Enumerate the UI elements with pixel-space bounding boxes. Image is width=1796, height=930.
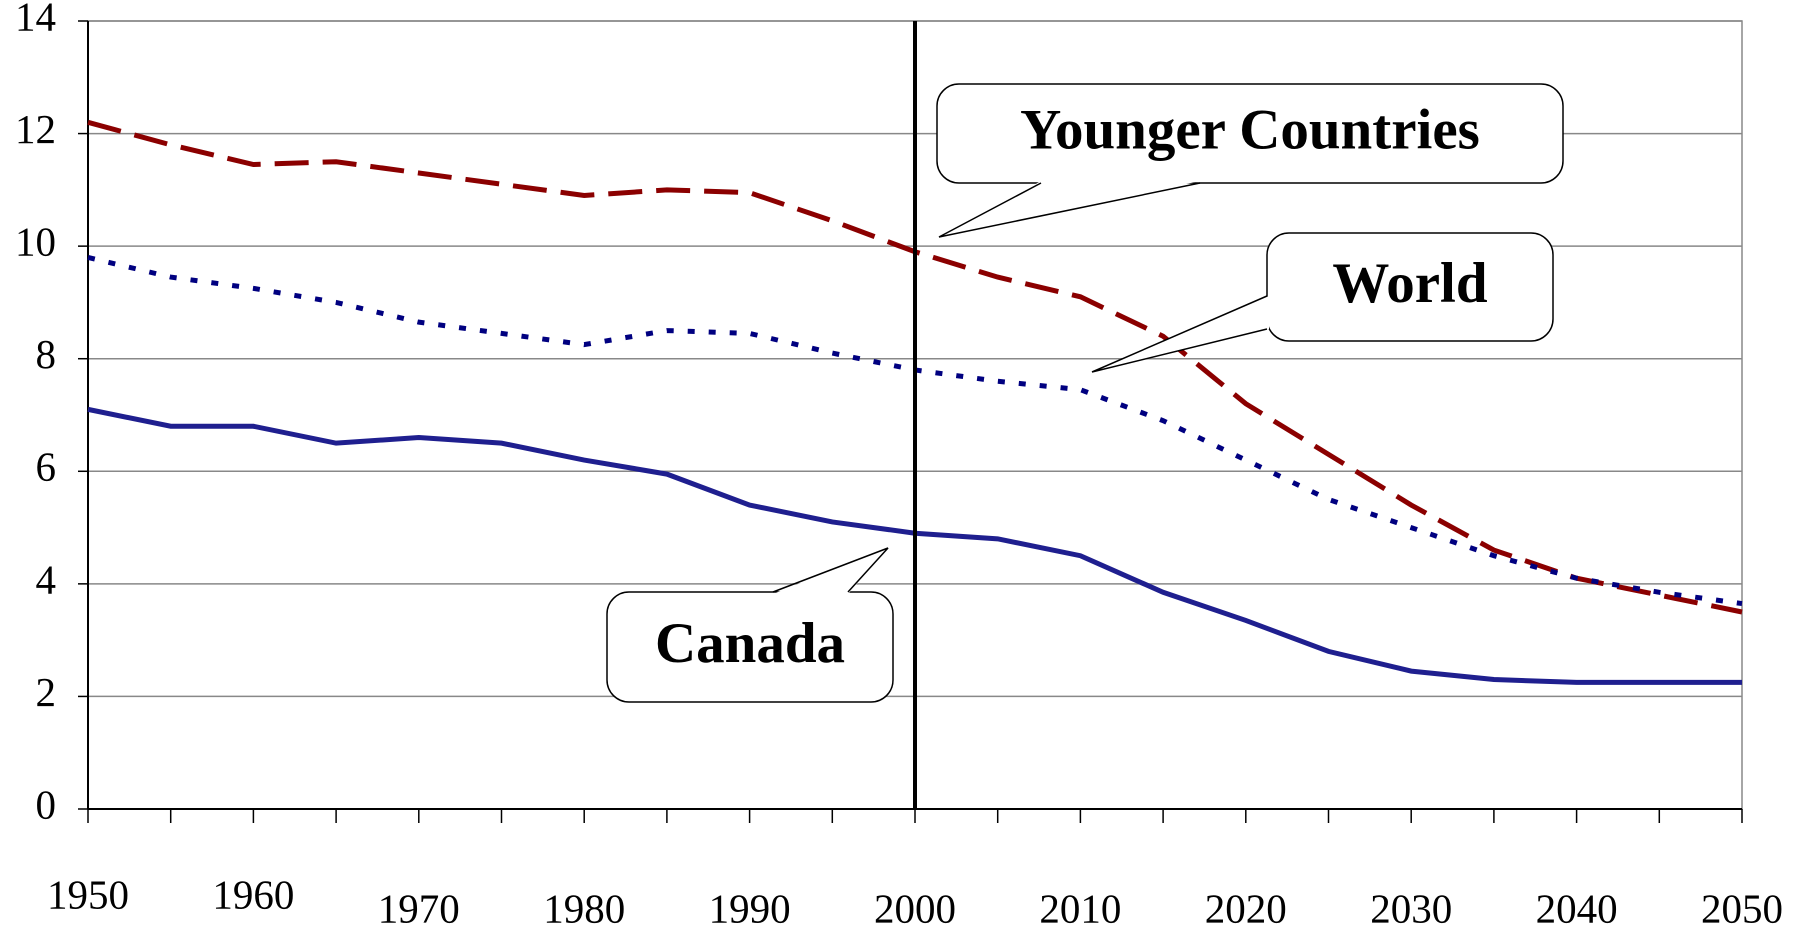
callout-box (1266, 232, 1554, 342)
callout-pointer (772, 547, 889, 593)
x-tick-label: 2020 (1205, 885, 1287, 930)
callout-box (936, 83, 1564, 184)
x-tick-label: 1960 (212, 871, 294, 917)
y-tick-label: 12 (15, 106, 56, 152)
x-tick-label: 1980 (543, 885, 625, 930)
x-tick-label: 1970 (378, 885, 460, 930)
y-tick-label: 8 (36, 331, 57, 377)
x-tick-label: 2030 (1370, 885, 1452, 930)
y-tick-label: 4 (36, 556, 57, 602)
callout-label: World (1332, 252, 1487, 315)
y-tick-label: 14 (15, 0, 56, 39)
callout-label: Canada (655, 612, 845, 675)
callout-label: Younger Countries (1020, 99, 1480, 162)
y-tick-label: 2 (36, 669, 57, 715)
x-tick-label: 1950 (47, 871, 129, 917)
x-tick-label: 2050 (1701, 885, 1783, 930)
x-tick-label: 2010 (1039, 885, 1121, 930)
callout-box (606, 591, 894, 703)
y-tick-label: 6 (36, 444, 57, 490)
callout-pointer (938, 182, 1201, 238)
callout-pointer (1091, 295, 1268, 373)
x-tick-label: 2040 (1536, 885, 1618, 930)
x-tick-label: 2000 (874, 885, 956, 930)
x-tick-label: 1990 (709, 885, 791, 930)
y-tick-label: 10 (15, 219, 56, 265)
y-tick-label: 0 (36, 781, 57, 827)
